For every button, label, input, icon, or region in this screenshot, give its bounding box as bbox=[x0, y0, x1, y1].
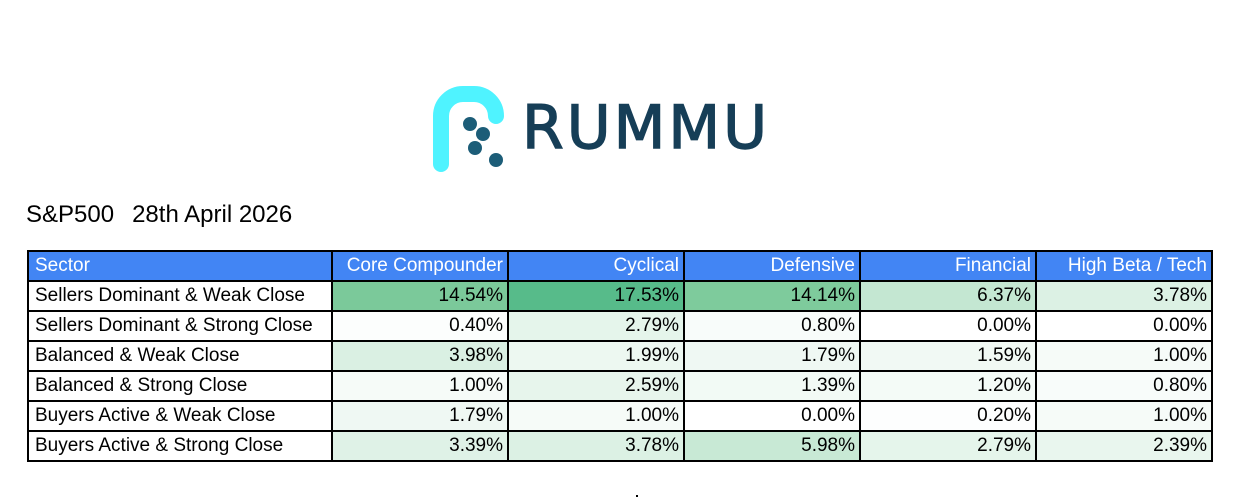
table-cell: 14.54% bbox=[331, 280, 509, 312]
table-cell: 1.00% bbox=[507, 400, 685, 432]
table-cell: 0.00% bbox=[859, 310, 1037, 342]
table-cell: 1.59% bbox=[859, 340, 1037, 372]
table-row: Sellers Dominant & Strong Close 0.40% 2.… bbox=[27, 310, 1213, 342]
column-header: Sector bbox=[27, 250, 333, 282]
column-header: Defensive bbox=[683, 250, 861, 282]
sector-breakdown-table: Sector Core Compounder Cyclical Defensiv… bbox=[27, 250, 1213, 462]
table-cell: 0.20% bbox=[859, 400, 1037, 432]
stray-dot bbox=[636, 495, 638, 497]
table-cell: 3.78% bbox=[507, 430, 685, 462]
table-row: Sellers Dominant & Weak Close 14.54% 17.… bbox=[27, 280, 1213, 312]
table-row: Balanced & Weak Close 3.98% 1.99% 1.79% … bbox=[27, 340, 1213, 372]
rummu-logo: RUMMU bbox=[430, 86, 820, 176]
table-cell: 1.00% bbox=[1035, 340, 1213, 372]
table-cell: 0.80% bbox=[1035, 370, 1213, 402]
table-cell: 5.98% bbox=[683, 430, 861, 462]
column-header: Financial bbox=[859, 250, 1037, 282]
table-cell: 1.79% bbox=[683, 340, 861, 372]
table-cell: 1.99% bbox=[507, 340, 685, 372]
table-cell: 1.00% bbox=[331, 370, 509, 402]
table-cell: 1.20% bbox=[859, 370, 1037, 402]
index-name: S&P500 bbox=[26, 201, 115, 228]
table-cell: 0.80% bbox=[683, 310, 861, 342]
row-label: Balanced & Weak Close bbox=[27, 340, 333, 372]
rummu-wordmark: RUMMU bbox=[521, 92, 771, 163]
table-cell: 0.00% bbox=[1035, 310, 1213, 342]
table-cell: 1.39% bbox=[683, 370, 861, 402]
table-cell: 3.78% bbox=[1035, 280, 1213, 312]
table-header-row: Sector Core Compounder Cyclical Defensiv… bbox=[27, 250, 1213, 282]
table-cell: 3.39% bbox=[331, 430, 509, 462]
table-row: Balanced & Strong Close 1.00% 2.59% 1.39… bbox=[27, 370, 1213, 402]
report-title: S&P500 28th April 2026 bbox=[26, 198, 292, 232]
table-cell: 0.40% bbox=[331, 310, 509, 342]
report-date: 28th April 2026 bbox=[132, 201, 293, 228]
table-cell: 2.79% bbox=[507, 310, 685, 342]
table-cell: 2.59% bbox=[507, 370, 685, 402]
column-header: Core Compounder bbox=[331, 250, 509, 282]
row-label: Balanced & Strong Close bbox=[27, 370, 333, 402]
row-label: Buyers Active & Strong Close bbox=[27, 430, 333, 462]
table-cell: 17.53% bbox=[507, 280, 685, 312]
rummu-logo-mark-icon bbox=[433, 86, 504, 172]
column-header: High Beta / Tech bbox=[1035, 250, 1213, 282]
table-cell: 0.00% bbox=[683, 400, 861, 432]
table-cell: 2.39% bbox=[1035, 430, 1213, 462]
table-cell: 1.00% bbox=[1035, 400, 1213, 432]
table-cell: 14.14% bbox=[683, 280, 861, 312]
table-cell: 2.79% bbox=[859, 430, 1037, 462]
table-cell: 6.37% bbox=[859, 280, 1037, 312]
table-cell: 1.79% bbox=[331, 400, 509, 432]
column-header: Cyclical bbox=[507, 250, 685, 282]
table-cell: 3.98% bbox=[331, 340, 509, 372]
row-label: Sellers Dominant & Strong Close bbox=[27, 310, 333, 342]
row-label: Buyers Active & Weak Close bbox=[27, 400, 333, 432]
table-row: Buyers Active & Strong Close 3.39% 3.78%… bbox=[27, 430, 1213, 462]
row-label: Sellers Dominant & Weak Close bbox=[27, 280, 333, 312]
table-row: Buyers Active & Weak Close 1.79% 1.00% 0… bbox=[27, 400, 1213, 432]
